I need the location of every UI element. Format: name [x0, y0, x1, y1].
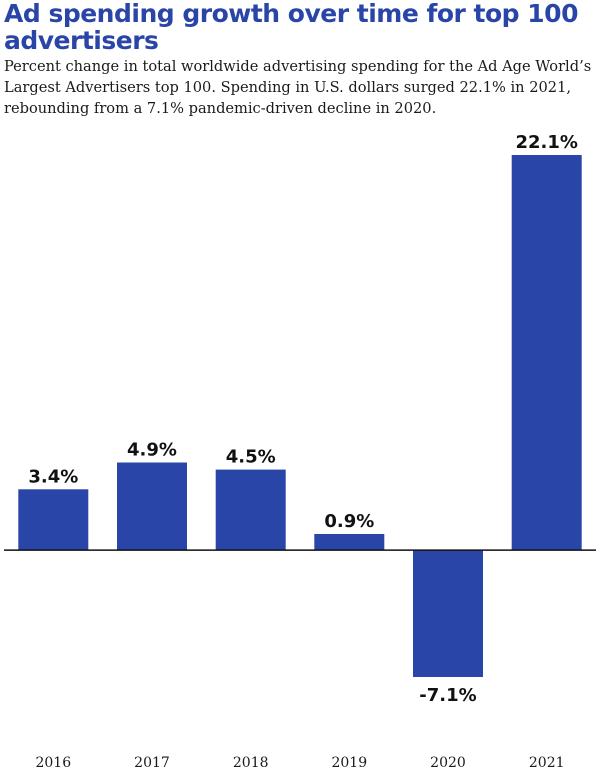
x-tick-label-2020: 2020: [430, 755, 466, 771]
data-label-2019: 0.9%: [324, 511, 374, 532]
bar-2019: [314, 534, 385, 551]
bar-2017: [117, 462, 187, 551]
data-label-2020: -7.1%: [419, 685, 476, 706]
x-tick-label-2017: 2017: [134, 755, 170, 771]
x-tick-label-2019: 2019: [331, 755, 367, 771]
bar-2021: [511, 155, 582, 551]
x-tick-label-2021: 2021: [529, 755, 565, 771]
bar-2020: [413, 550, 483, 677]
data-label-2016: 3.4%: [28, 466, 78, 487]
data-label-2018: 4.5%: [226, 447, 276, 468]
bar-2016: [18, 489, 89, 551]
x-tick-label-2016: 2016: [35, 755, 71, 771]
chart-subtitle: Percent change in total worldwide advert…: [4, 58, 592, 117]
x-tick-label-2018: 2018: [233, 755, 269, 771]
bar-2018: [215, 469, 286, 550]
chart-title: Ad spending growth over time for top 100…: [4, 0, 578, 55]
data-label-2021: 22.1%: [515, 132, 577, 153]
data-label-2017: 4.9%: [127, 440, 177, 461]
